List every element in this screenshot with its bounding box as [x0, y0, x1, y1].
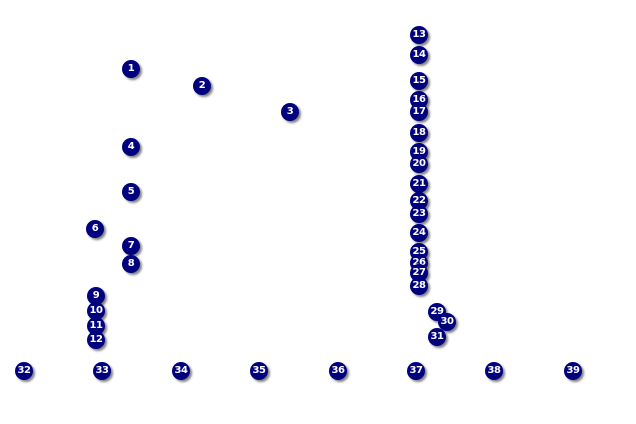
marker-9[interactable]: 9 — [87, 287, 105, 305]
marker-35[interactable]: 35 — [250, 362, 268, 380]
marker-37[interactable]: 37 — [407, 362, 425, 380]
marker-15[interactable]: 15 — [410, 72, 428, 90]
marker-7[interactable]: 7 — [122, 237, 140, 255]
marker-4[interactable]: 4 — [122, 138, 140, 156]
marker-18[interactable]: 18 — [410, 124, 428, 142]
marker-8[interactable]: 8 — [122, 255, 140, 273]
marker-28[interactable]: 28 — [410, 277, 428, 295]
marker-6[interactable]: 6 — [86, 220, 104, 238]
marker-5[interactable]: 5 — [122, 183, 140, 201]
marker-32[interactable]: 32 — [15, 362, 33, 380]
marker-36[interactable]: 36 — [329, 362, 347, 380]
marker-38[interactable]: 38 — [485, 362, 503, 380]
marker-12[interactable]: 12 — [87, 331, 105, 349]
marker-20[interactable]: 20 — [410, 155, 428, 173]
marker-39[interactable]: 39 — [564, 362, 582, 380]
marker-11[interactable]: 11 — [87, 317, 105, 335]
marker-1[interactable]: 1 — [122, 60, 140, 78]
marker-23[interactable]: 23 — [410, 205, 428, 223]
marker-31[interactable]: 31 — [428, 328, 446, 346]
marker-10[interactable]: 10 — [87, 302, 105, 320]
marker-21[interactable]: 21 — [410, 175, 428, 193]
marker-30[interactable]: 30 — [438, 313, 456, 331]
marker-2[interactable]: 2 — [193, 77, 211, 95]
marker-17[interactable]: 17 — [410, 103, 428, 121]
marker-34[interactable]: 34 — [172, 362, 190, 380]
marker-13[interactable]: 13 — [410, 26, 428, 44]
marker-3[interactable]: 3 — [281, 103, 299, 121]
marker-14[interactable]: 14 — [410, 46, 428, 64]
marker-33[interactable]: 33 — [93, 362, 111, 380]
marker-24[interactable]: 24 — [410, 224, 428, 242]
